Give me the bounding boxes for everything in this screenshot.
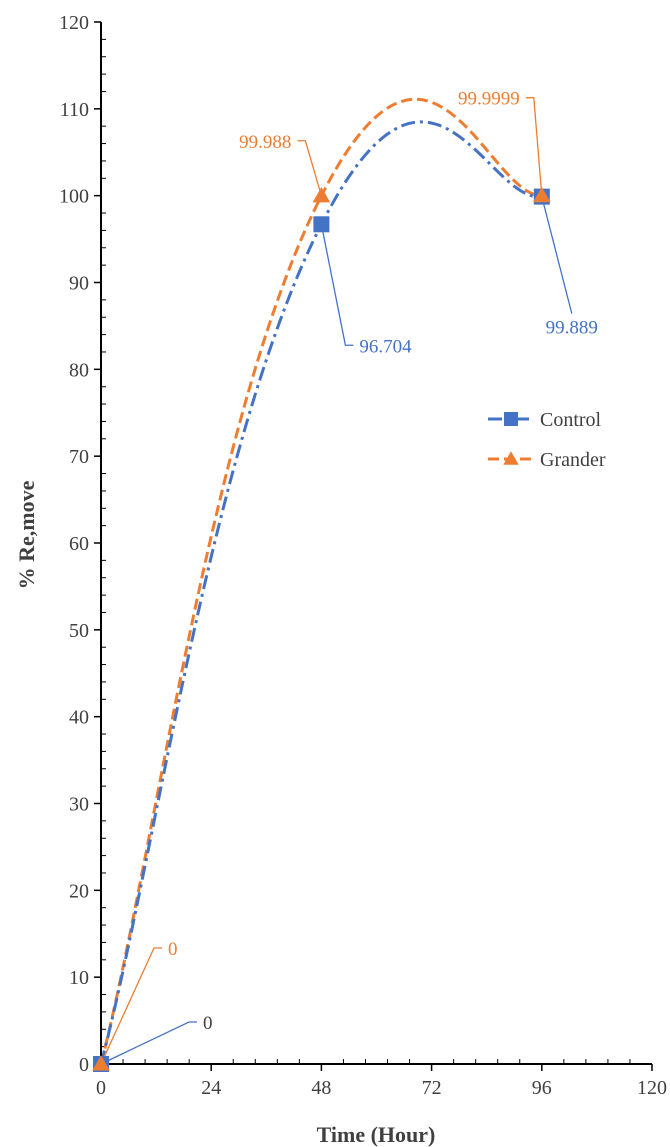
y-axis-title: % Re,move bbox=[14, 480, 39, 589]
x-tick-label-96: 96 bbox=[532, 1077, 552, 1099]
data-label-grander-2: 99.9999 bbox=[458, 89, 520, 110]
x-tick-labels: 0 24 48 72 96 120 bbox=[96, 1077, 667, 1099]
leader-control-2 bbox=[541, 196, 573, 314]
y-tick-label-60: 60 bbox=[69, 533, 89, 555]
y-tick-label-120: 120 bbox=[59, 12, 89, 34]
leader-control-1 bbox=[320, 224, 354, 346]
leader-grander-1 bbox=[297, 140, 323, 196]
data-label-control-0: 0 bbox=[203, 1013, 213, 1034]
marker-grander-0 bbox=[92, 1055, 110, 1071]
data-label-grander-1: 99.988 bbox=[239, 132, 291, 153]
legend-marker-control bbox=[504, 412, 518, 426]
y-tick-label-90: 90 bbox=[69, 273, 89, 295]
series-lines bbox=[99, 97, 542, 1065]
data-label-control-2: 99.889 bbox=[546, 318, 598, 339]
data-label-leaders bbox=[100, 97, 573, 1065]
leader-grander-0 bbox=[100, 947, 162, 1065]
x-tick-label-0: 0 bbox=[96, 1077, 106, 1099]
marker-grander-2 bbox=[533, 186, 551, 203]
data-labels: 0 96.704 99.889 0 99.988 99.9999 bbox=[168, 89, 598, 1034]
y-tick-label-80: 80 bbox=[69, 359, 89, 381]
legend-marker-grander bbox=[503, 451, 519, 465]
axes bbox=[100, 22, 652, 1065]
x-tick-label-48: 48 bbox=[311, 1077, 331, 1099]
x-tick-label-120: 120 bbox=[637, 1077, 667, 1099]
x-tick-label-24: 24 bbox=[201, 1077, 221, 1099]
y-tick-labels: 0 10 20 30 40 50 60 70 80 90 100 110 120 bbox=[59, 12, 89, 1076]
data-label-grander-0: 0 bbox=[168, 939, 178, 960]
series-line-grander bbox=[99, 97, 542, 1065]
series-markers bbox=[92, 186, 551, 1072]
legend-label-grander: Grander bbox=[540, 449, 606, 471]
y-tick-label-30: 30 bbox=[69, 794, 89, 816]
axis-ticks bbox=[94, 21, 653, 1071]
marker-grander-1 bbox=[312, 186, 331, 203]
series-line-control bbox=[99, 120, 542, 1065]
leader-grander-2 bbox=[525, 97, 543, 196]
legend: Control Grander bbox=[488, 409, 606, 471]
y-tick-label-70: 70 bbox=[69, 446, 89, 468]
x-axis-title: Time (Hour) bbox=[317, 1122, 436, 1147]
data-label-control-1: 96.704 bbox=[359, 336, 412, 357]
leader-control-0 bbox=[100, 1021, 197, 1065]
y-tick-label-10: 10 bbox=[69, 967, 89, 989]
y-tick-label-40: 40 bbox=[69, 707, 89, 729]
y-tick-label-20: 20 bbox=[69, 880, 89, 902]
marker-control-1 bbox=[313, 216, 330, 233]
y-tick-label-100: 100 bbox=[59, 186, 89, 208]
y-tick-label-0: 0 bbox=[79, 1054, 89, 1076]
y-tick-label-50: 50 bbox=[69, 620, 89, 642]
x-tick-label-72: 72 bbox=[422, 1077, 442, 1099]
y-tick-label-110: 110 bbox=[60, 99, 89, 121]
legend-label-control: Control bbox=[540, 409, 602, 431]
